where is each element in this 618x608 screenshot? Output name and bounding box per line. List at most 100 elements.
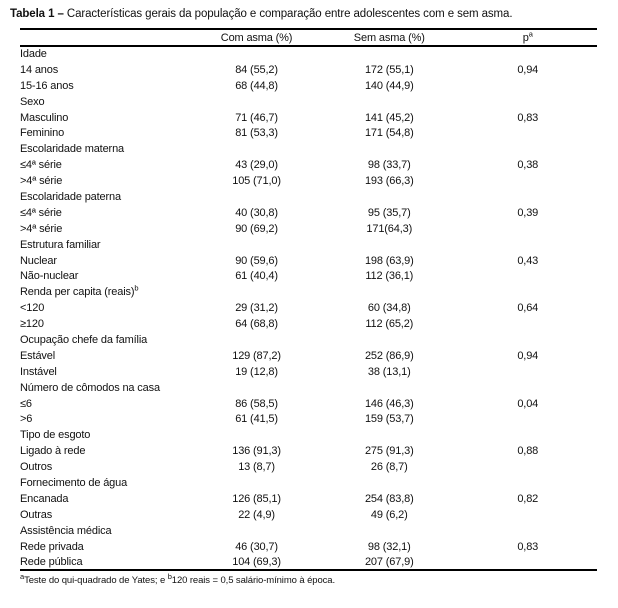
row-label: 15-16 anos: [20, 79, 74, 92]
com-asma-value: 126 (85,1): [232, 492, 281, 505]
row-label: <120: [20, 302, 45, 315]
data-row: 15-16 anos 68 (44,8) 140 (44,9): [20, 78, 597, 94]
data-row: >4ª série 105 (71,0) 193 (66,3): [20, 173, 597, 189]
row-label: >4ª série: [20, 175, 63, 188]
header-sem-asma: Sem asma (%): [353, 31, 425, 44]
data-row: Ligado à rede 136 (91,3) 275 (91,3) 0,88: [20, 443, 597, 459]
sem-asma-value: 112 (36,1): [365, 270, 414, 283]
data-row: Outras 22 (4,9) 49 (6,2): [20, 507, 597, 523]
data-row: <120 29 (31,2) 60 (34,8) 0,64: [20, 300, 597, 316]
table-title: Tabela 1 – Características gerais da pop…: [10, 7, 608, 22]
com-asma-value: 13 (8,7): [238, 461, 275, 474]
data-row: Nuclear 90 (59,6) 198 (63,9) 0,43: [20, 253, 597, 269]
row-label: Feminino: [20, 127, 65, 140]
p-value: [459, 125, 598, 141]
com-asma-value: 61 (41,5): [235, 413, 278, 426]
header-com-asma: Com asma (%): [220, 31, 293, 44]
com-asma-value: 46 (30,7): [235, 540, 278, 553]
data-row: >4ª série 90 (69,2) 171(64,3): [20, 221, 597, 237]
data-row: Rede pública 104 (69,3) 207 (67,9): [20, 555, 597, 571]
row-label: Nuclear: [20, 254, 57, 267]
com-asma-value: 136 (91,3): [232, 445, 281, 458]
sem-asma-value: 275 (91,3): [364, 445, 414, 458]
com-asma-value: 22 (4,9): [238, 508, 275, 521]
com-asma-value: 68 (44,8): [235, 79, 278, 92]
row-label: Outros: [20, 461, 53, 474]
section-superscript: b: [134, 284, 139, 293]
data-row: ≤6 86 (58,5) 146 (46,3) 0,04: [20, 396, 597, 412]
p-value: 0,88: [517, 445, 539, 458]
footnote: aTeste do qui-quadrado de Yates; e b120 …: [20, 572, 608, 586]
row-label: Instável: [20, 365, 57, 378]
sem-asma-value: 159 (53,7): [364, 413, 414, 426]
section-label: Ocupação chefe da família: [20, 333, 148, 346]
data-row: 14 anos 84 (55,2) 172 (55,1) 0,94: [20, 62, 597, 78]
section-label: Fornecimento de água: [20, 476, 128, 489]
p-value: 0,94: [517, 349, 539, 362]
header-label-col: [20, 29, 193, 46]
sem-asma-value: 49 (6,2): [370, 508, 408, 521]
row-label: Ligado à rede: [20, 445, 86, 458]
p-value: 0,38: [517, 159, 539, 172]
section-label: Tipo de esgoto: [20, 429, 91, 442]
sem-asma-value: 95 (35,7): [367, 206, 411, 219]
row-label: Encanada: [20, 492, 69, 505]
data-row: Encanada 126 (85,1) 254 (83,8) 0,82: [20, 491, 597, 507]
data-row: ≥120 64 (68,8) 112 (65,2): [20, 316, 597, 332]
p-value: 0,64: [517, 302, 539, 315]
sem-asma-value: 254 (83,8): [364, 492, 414, 505]
section-label: Sexo: [20, 95, 45, 108]
p-value: [459, 78, 598, 94]
section-row: Renda per capita (reais)b: [20, 284, 597, 300]
sem-asma-value: 141 (45,2): [364, 111, 414, 124]
sem-asma-value: 193 (66,3): [364, 175, 414, 188]
header-p-label: p: [522, 31, 529, 44]
row-label: Rede privada: [20, 540, 84, 553]
data-row: Não-nuclear 61 (40,4) 112 (36,1): [20, 268, 597, 284]
section-row: Assistência médica: [20, 523, 597, 539]
row-label: >6: [20, 413, 33, 426]
com-asma-value: 29 (31,2): [235, 302, 278, 315]
com-asma-value: 90 (69,2): [235, 222, 278, 235]
p-value: 0,94: [517, 63, 539, 76]
data-row: Instável 19 (12,8) 38 (13,1): [20, 364, 597, 380]
section-row: Escolaridade materna: [20, 141, 597, 157]
data-row: Masculino 71 (46,7) 141 (45,2) 0,83: [20, 110, 597, 126]
table-wrap: Com asma (%) Sem asma (%) pa Idade 14 ano…: [20, 28, 598, 572]
com-asma-value: 19 (12,8): [235, 365, 278, 378]
sem-asma-value: 98 (32,1): [367, 540, 411, 553]
row-label: ≥120: [20, 318, 44, 331]
com-asma-value: 71 (46,7): [235, 111, 278, 124]
sem-asma-value: 140 (44,9): [364, 79, 414, 92]
section-label: Número de cômodos na casa: [20, 381, 160, 394]
p-value: [459, 459, 598, 475]
sem-asma-value: 146 (46,3): [364, 397, 414, 410]
data-row: ≤4ª série 43 (29,0) 98 (33,7) 0,38: [20, 157, 597, 173]
table-body: Idade 14 anos 84 (55,2) 172 (55,1) 0,94 15-16…: [20, 46, 597, 570]
row-label: Estável: [20, 349, 56, 362]
sem-asma-value: 172 (55,1): [364, 63, 414, 76]
footnote-superscript-b: b: [167, 572, 172, 582]
row-label: Não-nuclear: [20, 270, 79, 283]
row-label: Outras: [20, 508, 53, 521]
com-asma-value: 84 (55,2): [235, 63, 278, 76]
data-row: >6 61 (41,5) 159 (53,7): [20, 411, 597, 427]
section-row: Tipo de esgoto: [20, 427, 597, 443]
row-label: Rede pública: [20, 555, 83, 568]
p-value: 0,39: [517, 206, 539, 219]
header-p-value: pa: [459, 29, 598, 46]
p-value: 0,83: [517, 540, 539, 553]
sem-asma-value: 26 (8,7): [370, 461, 408, 474]
table-title-label: Tabela 1 –: [10, 8, 64, 20]
results-table: Com asma (%) Sem asma (%) pa Idade 14 ano…: [20, 28, 598, 572]
p-value: [459, 507, 598, 523]
sem-asma-value: 171(64,3): [366, 222, 413, 235]
footnote-superscript-a: a: [20, 572, 25, 582]
p-value: 0,04: [517, 397, 539, 410]
sem-asma-value: 171 (54,8): [364, 127, 414, 140]
p-value: [459, 411, 598, 427]
section-row: Fornecimento de água: [20, 475, 597, 491]
p-value: [459, 221, 598, 237]
row-label: ≤4ª série: [20, 206, 62, 219]
